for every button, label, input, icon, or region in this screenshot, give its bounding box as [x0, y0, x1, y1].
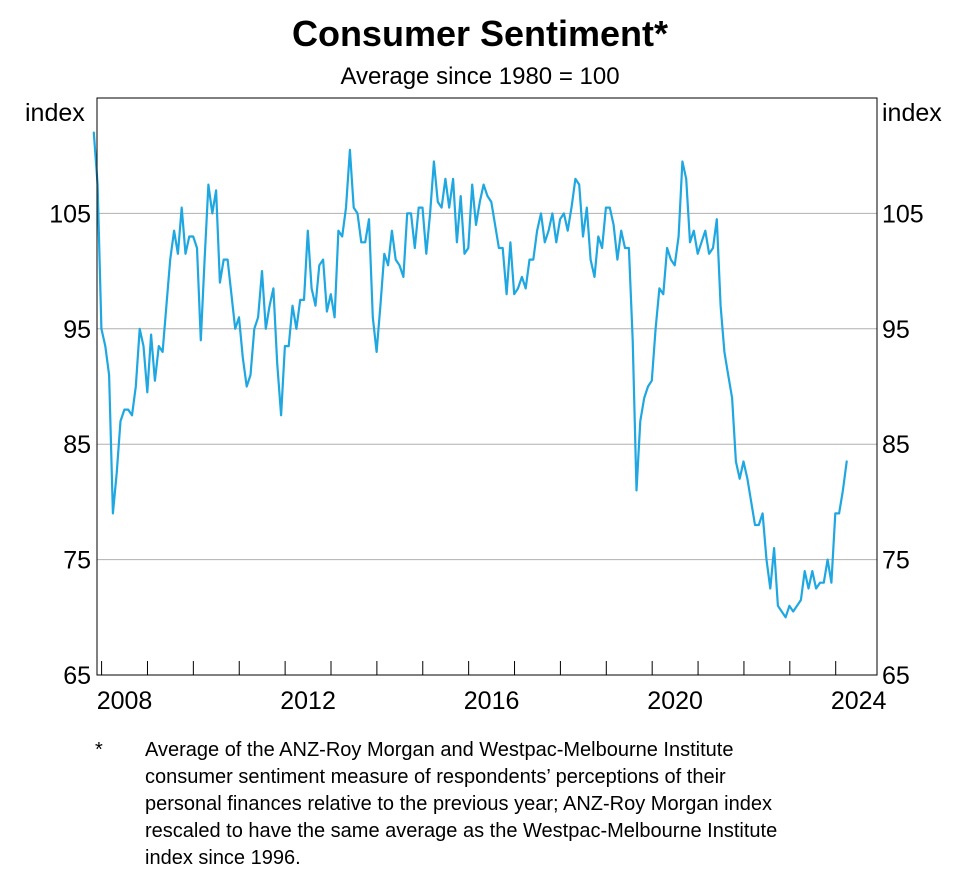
- series-line: [92, 131, 848, 619]
- y-tick-label-left: 95: [63, 316, 91, 344]
- y-tick-label-right: 75: [882, 547, 910, 575]
- footnote-line: index since 1996.: [145, 847, 301, 869]
- chart-subtitle: Average since 1980 = 100: [340, 63, 619, 90]
- y-tick-label-left: 75: [63, 547, 91, 575]
- gridlines: [97, 212, 877, 561]
- y-tick-label-right: 85: [882, 431, 910, 459]
- x-tick-label: 2008: [97, 687, 153, 715]
- footnote-marker: *: [95, 739, 103, 761]
- chart-title: Consumer Sentiment*: [292, 13, 668, 54]
- y-axis-label-left: index: [25, 99, 85, 127]
- x-tick-label: 2016: [464, 687, 520, 715]
- x-tick-label: 2012: [280, 687, 336, 715]
- y-tick-label-right: 95: [882, 316, 910, 344]
- y-tick-label-left: 65: [63, 662, 91, 690]
- series-layer: [92, 131, 848, 619]
- footnote-line: rescaled to have the same average as the…: [145, 820, 777, 842]
- plot-frame: [96, 97, 878, 676]
- y-tick-label-left: 85: [63, 431, 91, 459]
- y-tick-label-right: 105: [882, 200, 924, 228]
- footnote-line: consumer sentiment measure of respondent…: [145, 766, 726, 788]
- footnote-line: personal finances relative to the previo…: [145, 793, 772, 815]
- y-tick-label-right: 65: [882, 662, 910, 690]
- y-tick-labels: 65 65 75 75 85 85 95 95 105 105: [49, 200, 923, 690]
- x-ticks: 2008 2012 2016 2020 2024: [97, 661, 887, 715]
- x-tick-label: 2024: [831, 687, 887, 715]
- x-tick-label: 2020: [647, 687, 703, 715]
- footnote-line: Average of the ANZ-Roy Morgan and Westpa…: [145, 739, 733, 761]
- y-tick-label-left: 105: [49, 200, 91, 228]
- y-axis-label-right: index: [882, 99, 942, 127]
